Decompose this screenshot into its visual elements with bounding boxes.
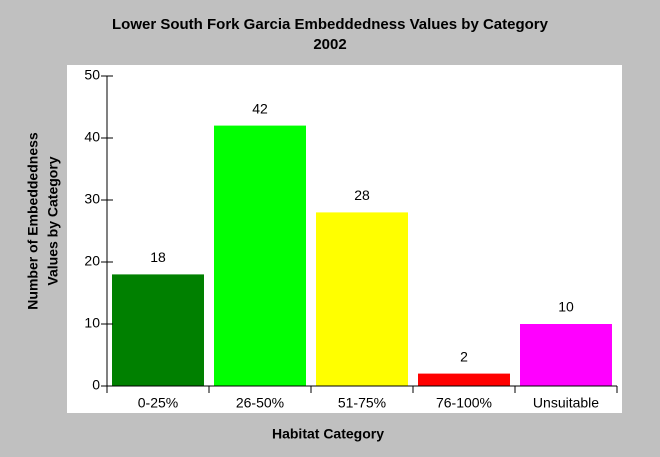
- bar: [520, 324, 612, 386]
- bar: [316, 212, 408, 386]
- bar: [418, 373, 510, 386]
- y-tick-label: 20: [84, 253, 100, 269]
- data-label: 42: [252, 100, 268, 116]
- y-axis-label: Number of Embeddedness: [25, 132, 41, 310]
- y-axis-label: Values by Category: [45, 156, 61, 285]
- y-tick-label: 10: [84, 315, 100, 331]
- x-tick-label: 76-100%: [436, 395, 492, 411]
- bar: [214, 125, 306, 386]
- x-tick-label: 0-25%: [138, 395, 178, 411]
- bar: [112, 274, 204, 386]
- x-tick-label: 26-50%: [236, 395, 284, 411]
- data-label: 2: [460, 348, 468, 364]
- x-axis-label: Habitat Category: [272, 426, 384, 442]
- x-tick-label: Unsuitable: [533, 395, 599, 411]
- y-tick-label: 50: [84, 67, 100, 83]
- data-label: 18: [150, 249, 166, 265]
- chart-subtitle: 2002: [313, 36, 346, 53]
- x-tick-label: 51-75%: [338, 395, 386, 411]
- y-tick-label: 40: [84, 129, 100, 145]
- y-tick-label: 0: [92, 377, 100, 393]
- y-tick-label: 30: [84, 191, 100, 207]
- data-label: 28: [354, 187, 370, 203]
- data-label: 10: [558, 299, 574, 315]
- chart-title: Lower South Fork Garcia Embeddedness Val…: [112, 16, 549, 33]
